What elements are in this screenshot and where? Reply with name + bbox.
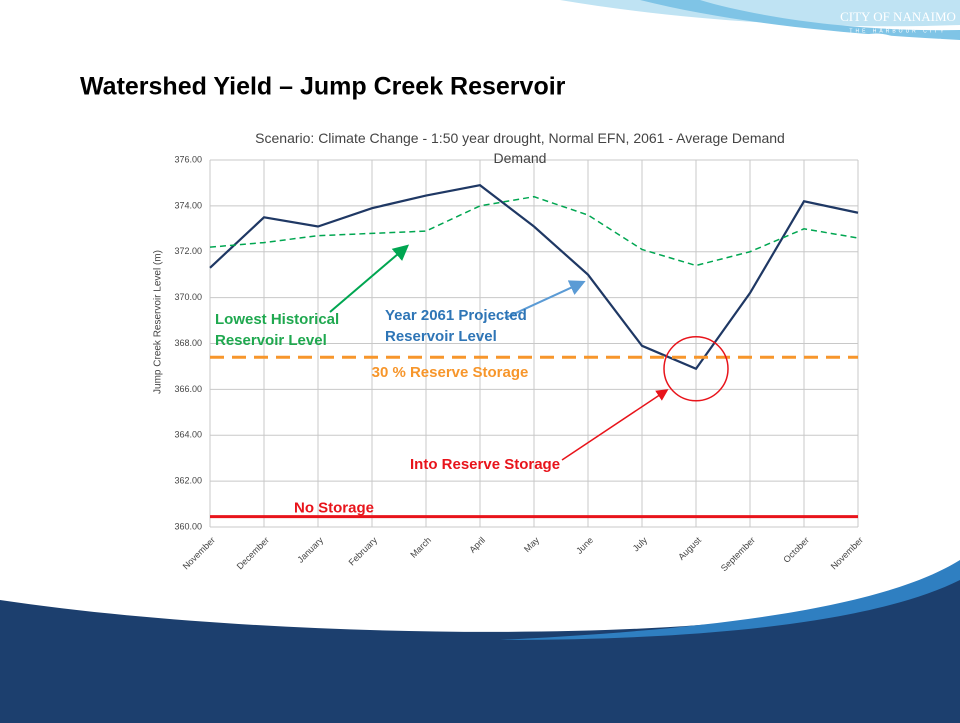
x-tick-label: October [781,535,811,565]
chart-title: Scenario: Climate Change - 1:50 year dro… [255,130,785,166]
y-tick-label: 360.00 [174,521,202,531]
annotation: Lowest Historical Reservoir Level [215,311,340,349]
series-line [209,195,859,267]
highlight-circle [663,335,729,402]
annotation: Year 2061 Projected Reservoir Level [385,307,527,345]
x-tick-label: July [631,535,650,554]
y-tick-label: 368.00 [174,338,202,348]
arrow [561,389,669,461]
x-tick-label: November [829,535,865,571]
x-tick-label: December [235,535,271,571]
x-tick-label: March [408,535,433,560]
x-tick-label: January [295,535,325,565]
annotation: Into Reserve Storage [410,456,561,473]
reference-label: No Storage [294,500,374,517]
slide-heading: Watershed Yield – Jump Creek Reservoir [80,73,566,101]
x-tick-label: April [467,535,487,555]
y-tick-label: 366.00 [174,384,202,394]
reference-label: 30 % Reserve Storage [372,364,529,381]
y-tick-label: 376.00 [174,154,202,164]
logo: CITY OF NANAIMO [840,9,956,24]
x-tick-label: November [181,535,217,571]
y-tick-label: 370.00 [174,292,202,302]
logo-tagline: THE HARBOUR CITY [849,28,946,34]
footer-accent [500,560,960,640]
series-line [209,184,859,371]
y-tick-label: 364.00 [174,430,202,440]
arrow [329,244,410,313]
y-tick-label: 374.00 [174,200,202,210]
x-tick-label: May [522,535,541,554]
y-tick-label: 372.00 [174,246,202,256]
y-axis-label: Jump Creek Reservoir Level (m) [153,250,164,394]
footer-band [0,570,960,723]
x-tick-label: February [347,535,380,568]
x-tick-label: August [676,535,703,562]
logo-wave [854,33,942,47]
x-tick-label: June [574,535,595,556]
swoosh [640,0,960,40]
arrow [504,280,586,319]
x-tick-label: September [719,535,757,573]
y-tick-label: 362.00 [174,476,202,486]
swoosh [560,0,960,27]
